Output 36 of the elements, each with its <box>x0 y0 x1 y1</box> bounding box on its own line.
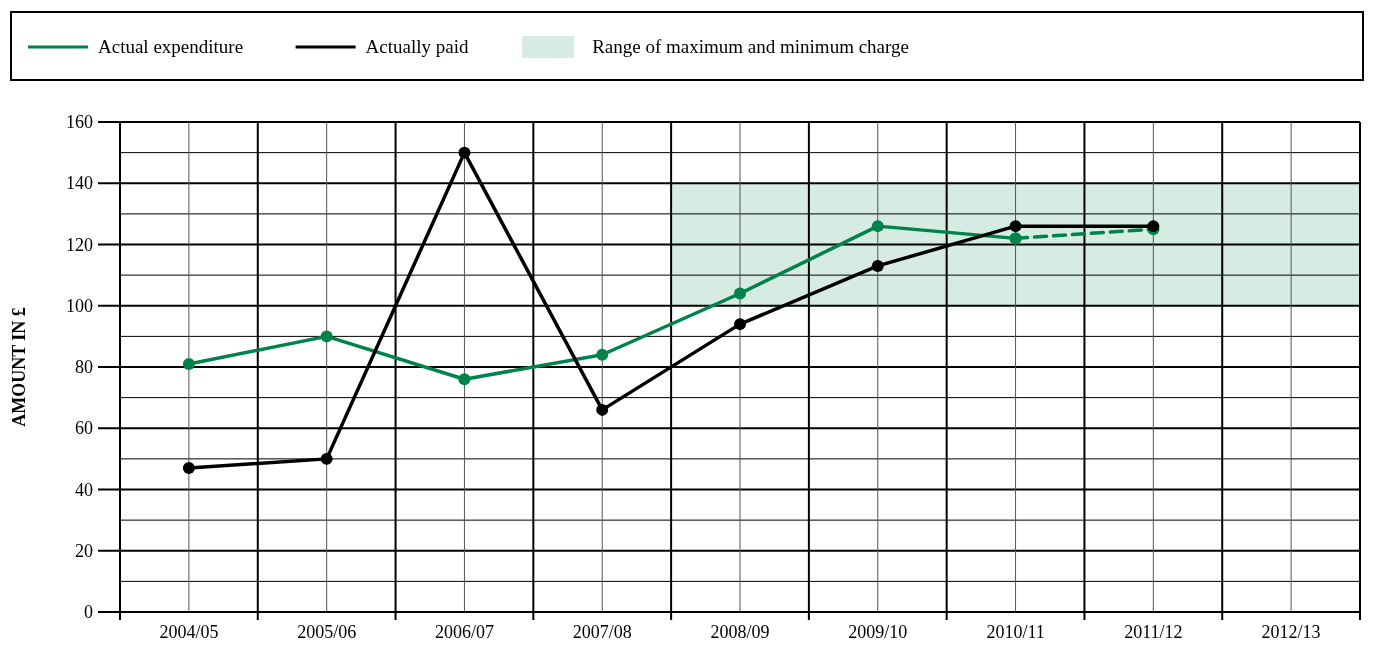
y-tick-label: 100 <box>66 295 93 316</box>
x-tick-label: 2010/11 <box>986 622 1045 642</box>
point <box>871 220 884 233</box>
x-tick-label: 2005/06 <box>297 622 357 642</box>
y-axis-title: AMOUNT IN £ <box>9 307 29 427</box>
x-tick-label: 2007/08 <box>572 622 632 642</box>
point <box>734 287 746 300</box>
x-tick-label: 2004/05 <box>159 622 219 642</box>
point <box>596 403 609 416</box>
legend-label: Actually paid <box>365 36 469 57</box>
point <box>871 259 884 272</box>
y-tick-label: 80 <box>75 357 93 377</box>
y-tick-label: 40 <box>75 479 93 500</box>
point <box>320 330 333 343</box>
y-tick-label: 0 <box>84 602 93 622</box>
y-tick-label: 140 <box>66 173 93 194</box>
point <box>1009 220 1022 233</box>
point <box>734 318 746 331</box>
legend-label: Actual expenditure <box>98 36 244 57</box>
x-tick-label: 2008/09 <box>710 622 770 642</box>
y-tick-label: 160 <box>66 112 93 132</box>
x-tick-label: 2009/10 <box>848 622 908 642</box>
legend-label: Range of maximum and minimum charge <box>592 36 909 57</box>
point <box>320 452 333 465</box>
point <box>182 357 195 370</box>
point <box>458 373 471 386</box>
x-tick-label: 2006/07 <box>434 622 494 642</box>
y-tick-label: 20 <box>75 540 93 561</box>
x-tick-label: 2012/13 <box>1261 622 1321 642</box>
point <box>596 348 609 361</box>
y-tick-label: 60 <box>75 418 93 439</box>
point <box>1009 232 1022 245</box>
y-tick-label: 120 <box>66 234 93 255</box>
point <box>182 462 195 475</box>
x-tick-label: 2011/12 <box>1124 622 1183 642</box>
point <box>458 146 471 159</box>
